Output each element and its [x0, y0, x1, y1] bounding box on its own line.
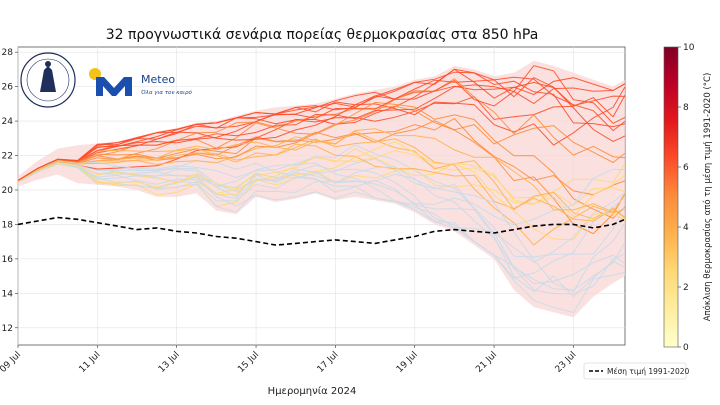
ensemble-member-line [18, 81, 625, 182]
colorbar-tick-label: 2 [683, 283, 689, 293]
colorbar-tick-label: 10 [683, 43, 695, 53]
colorbar: 0 2 4 6 8 10 Απόκλιση θερμοκρασίας από τη μέσ… [663, 43, 713, 353]
chart-title: 32 προγνωστικά σενάρια πορείας θερμοκρασ… [106, 27, 539, 43]
y-tick-label: 22 [2, 152, 13, 162]
ensemble-member-line [18, 76, 625, 181]
colorbar-ticks: 0 2 4 6 8 10 [678, 43, 695, 353]
meteo-logo: Meteo Όλα για τον καιρό [89, 68, 192, 96]
ensemble-member-line [18, 141, 625, 241]
y-axis-ticks: 12 14 16 18 20 22 24 26 28 [2, 48, 18, 334]
ensemble-member-line [18, 159, 625, 285]
colorbar-tick-label: 8 [683, 103, 689, 113]
ensemble-member-line [18, 143, 625, 222]
university-seal-logo [20, 52, 76, 108]
legend: Μέση τιμή 1991-2020 [583, 362, 689, 380]
legend-frame [583, 362, 687, 380]
colorbar-bar [663, 46, 679, 348]
colorbar-tick-label: 0 [683, 343, 689, 353]
y-tick-label: 16 [2, 255, 14, 265]
x-tick-label: 13 Jul [157, 350, 182, 375]
ensemble-member-line [18, 138, 625, 246]
x-tick-label: 15 Jul [236, 350, 261, 375]
logo-area: Meteo Όλα για τον καιρό [20, 52, 192, 108]
colorbar-label: Απόκλιση θερμοκρασίας από τη μέση τιμή 1… [702, 73, 713, 322]
ensemble-members [18, 65, 625, 314]
x-tick-label: 09 Jul [0, 350, 23, 375]
plot-area: 12 14 16 18 20 22 24 26 28 09 Jul 11 Jul 13 Jul 15 … [0, 46, 626, 375]
colorbar-tick-label: 4 [683, 223, 689, 233]
y-tick-label: 28 [2, 48, 14, 58]
legend-label-climatology: Μέση τιμή 1991-2020 [607, 367, 689, 376]
meteo-brand: Meteo [141, 73, 175, 86]
y-tick-label: 20 [2, 186, 14, 196]
ensemble-member-line [18, 161, 625, 314]
ensemble-member-line [18, 148, 625, 218]
x-tick-label: 23 Jul [554, 350, 579, 375]
meteo-tagline: Όλα για τον καιρό [141, 89, 192, 96]
y-tick-label: 12 [2, 324, 13, 334]
ensemble-member-line [18, 130, 625, 220]
ensemble-member-line [18, 65, 625, 181]
ensemble-member-line [18, 162, 625, 279]
ensemble-member-line [18, 79, 625, 182]
ensemble-member-line [18, 158, 625, 258]
x-tick-label: 11 Jul [78, 350, 103, 375]
colorbar-tick-label: 6 [683, 163, 689, 173]
ensemble-member-line [18, 163, 625, 226]
y-tick-label: 26 [2, 83, 14, 93]
ensemble-member-line [18, 144, 625, 298]
y-tick-label: 14 [2, 289, 14, 299]
x-axis-label: Ημερομηνία 2024 [268, 385, 357, 397]
y-tick-label: 18 [2, 220, 14, 230]
ensemble-member-line [18, 162, 625, 293]
x-axis-ticks: 09 Jul 11 Jul 13 Jul 15 Jul 17 Jul 19 Jul 21 J… [0, 345, 579, 375]
ensemble-member-line [18, 68, 625, 183]
ensemble-member-line [18, 78, 625, 182]
ensemble-member-line [18, 162, 625, 295]
x-tick-label: 21 Jul [474, 350, 499, 375]
x-tick-label: 19 Jul [395, 350, 420, 375]
y-tick-label: 24 [2, 117, 14, 127]
x-tick-label: 17 Jul [316, 350, 341, 375]
